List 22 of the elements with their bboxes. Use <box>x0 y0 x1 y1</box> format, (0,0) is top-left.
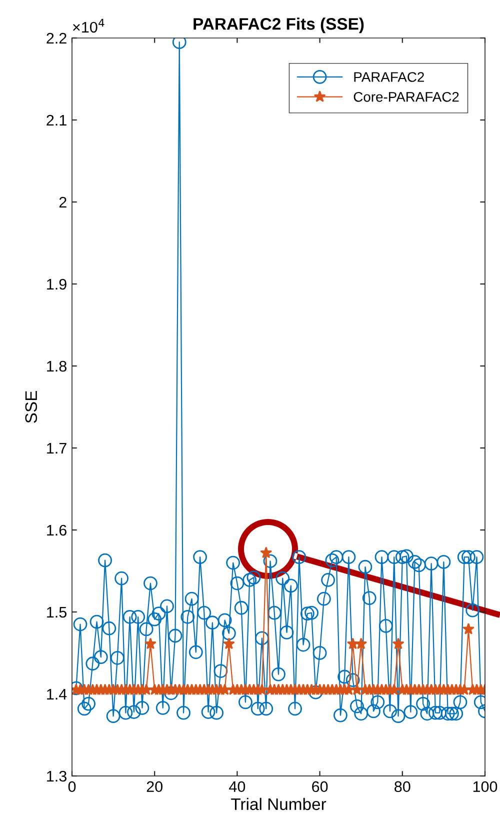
x-tick-label: 20 <box>146 781 162 792</box>
legend-label: PARAFAC2 <box>354 72 424 82</box>
chart-title: PARAFAC2 Fits (SSE) <box>194 18 364 34</box>
y-tick-label: 1.3 <box>47 770 66 782</box>
x-tick-label: 80 <box>394 781 410 792</box>
y-tick-label: 1.9 <box>47 278 66 290</box>
y-tick-label: 1.8 <box>47 360 66 372</box>
y-tick-label: 2.1 <box>46 114 66 126</box>
x-tick-label: 100 <box>473 781 498 792</box>
legend-label: Core-PARAFAC2 <box>354 92 459 102</box>
x-tick-label: 40 <box>229 781 246 792</box>
y-tick-label: 1.5 <box>47 606 66 618</box>
y-tick-label: 1.4 <box>47 688 67 700</box>
x-axis-title: Trial Number <box>231 798 326 810</box>
y-tick-label: 2 <box>59 196 66 208</box>
x-tick-label: 60 <box>312 781 328 792</box>
y-tick-label: 2.2 <box>46 32 66 44</box>
x-tick-label: 0 <box>68 781 76 792</box>
y-tick-label: 1.7 <box>47 443 66 454</box>
y-tick-label: 1.6 <box>47 524 66 536</box>
text: ×10$^{4}$ <box>73 18 104 33</box>
y-axis-title: SSE <box>25 391 38 423</box>
